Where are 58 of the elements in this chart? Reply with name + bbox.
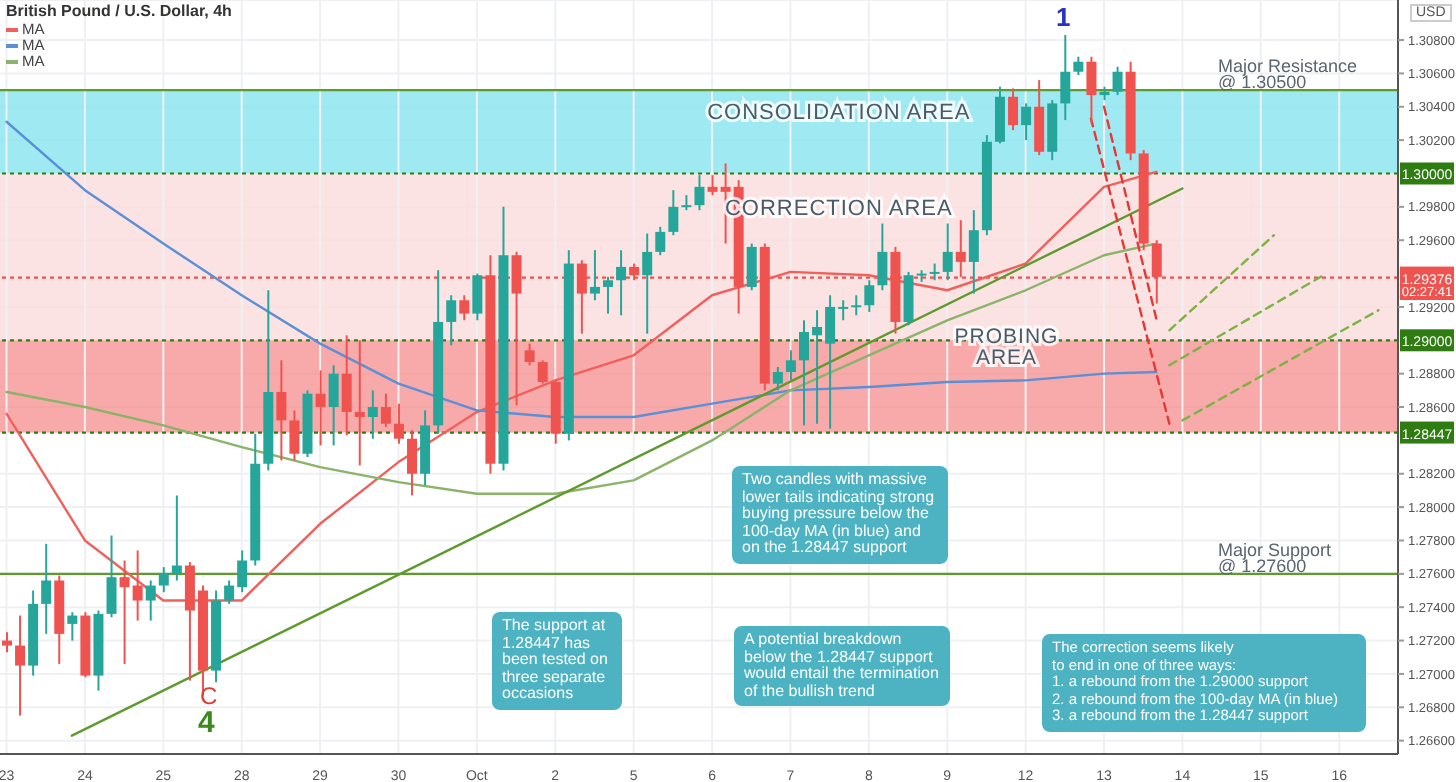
candlestick: [145, 579, 156, 622]
candlestick: [289, 409, 300, 462]
candlestick: [367, 389, 378, 440]
candlestick: [603, 275, 614, 315]
candlestick: [67, 611, 78, 642]
candlestick: [472, 272, 483, 322]
candlestick: [328, 364, 339, 447]
ref-line-label: Major Resistance @ 1.30500: [1218, 56, 1358, 93]
candlestick: [851, 294, 862, 317]
ref-line-label: Major Support @ 1.27600: [1218, 539, 1333, 576]
candlestick: [994, 85, 1005, 145]
candlestick: [1060, 34, 1071, 122]
candlestick: [341, 334, 352, 437]
candlestick: [864, 279, 875, 313]
candlestick: [15, 614, 26, 717]
line-series: [5, 120, 1158, 419]
candlestick: [785, 349, 796, 382]
candlestick: [459, 294, 470, 322]
candlestick: [407, 429, 418, 497]
candlestick: [171, 494, 182, 582]
candlestick: [2, 631, 12, 654]
annotation: 1: [1056, 2, 1071, 32]
candlestick: [642, 232, 653, 335]
candlestick: [668, 189, 679, 237]
candlestick: [1073, 55, 1084, 77]
candlestick: [1021, 102, 1032, 142]
candlestick: [616, 249, 627, 317]
candlestick: [354, 339, 365, 467]
band-label: PROBING AREA: [954, 325, 1059, 371]
annotation: Two candles with massive lower tails indicating strong buying pressure below the 100-day MA (in blue) and on the 1.28447 support: [732, 466, 948, 563]
candlestick: [158, 566, 169, 594]
chart-title: British Pound / U.S. Dollar, 4h: [6, 2, 232, 20]
candlestick: [1112, 65, 1123, 97]
candlestick: [380, 392, 391, 429]
candlestick: [968, 209, 979, 295]
annotation: A potential breakdown below the 1.28447 support would entail the termination of the bullish trend: [734, 626, 950, 706]
candlestick: [446, 294, 457, 347]
line-series: [5, 170, 1158, 602]
candlestick: [877, 222, 888, 292]
candlestick: [276, 359, 287, 462]
candlestick: [315, 369, 326, 447]
candlestick: [1008, 87, 1019, 132]
candlestick: [1034, 79, 1045, 157]
annotation: 4: [198, 706, 215, 740]
annotation: The support at 1.28447 has been tested on three separate occasions: [492, 612, 622, 709]
candlestick: [1086, 55, 1097, 125]
candlestick: [106, 534, 117, 619]
candlestick: [655, 225, 666, 257]
candlestick: [746, 242, 757, 292]
candlestick: [393, 402, 404, 445]
annotation: C: [200, 682, 218, 710]
candlestick: [772, 365, 783, 392]
candlestick: [942, 222, 953, 282]
candlestick: [524, 342, 535, 367]
candlestick: [41, 542, 52, 635]
candlestick: [589, 249, 600, 302]
candlestick: [537, 359, 548, 385]
candlestick: [694, 174, 705, 212]
